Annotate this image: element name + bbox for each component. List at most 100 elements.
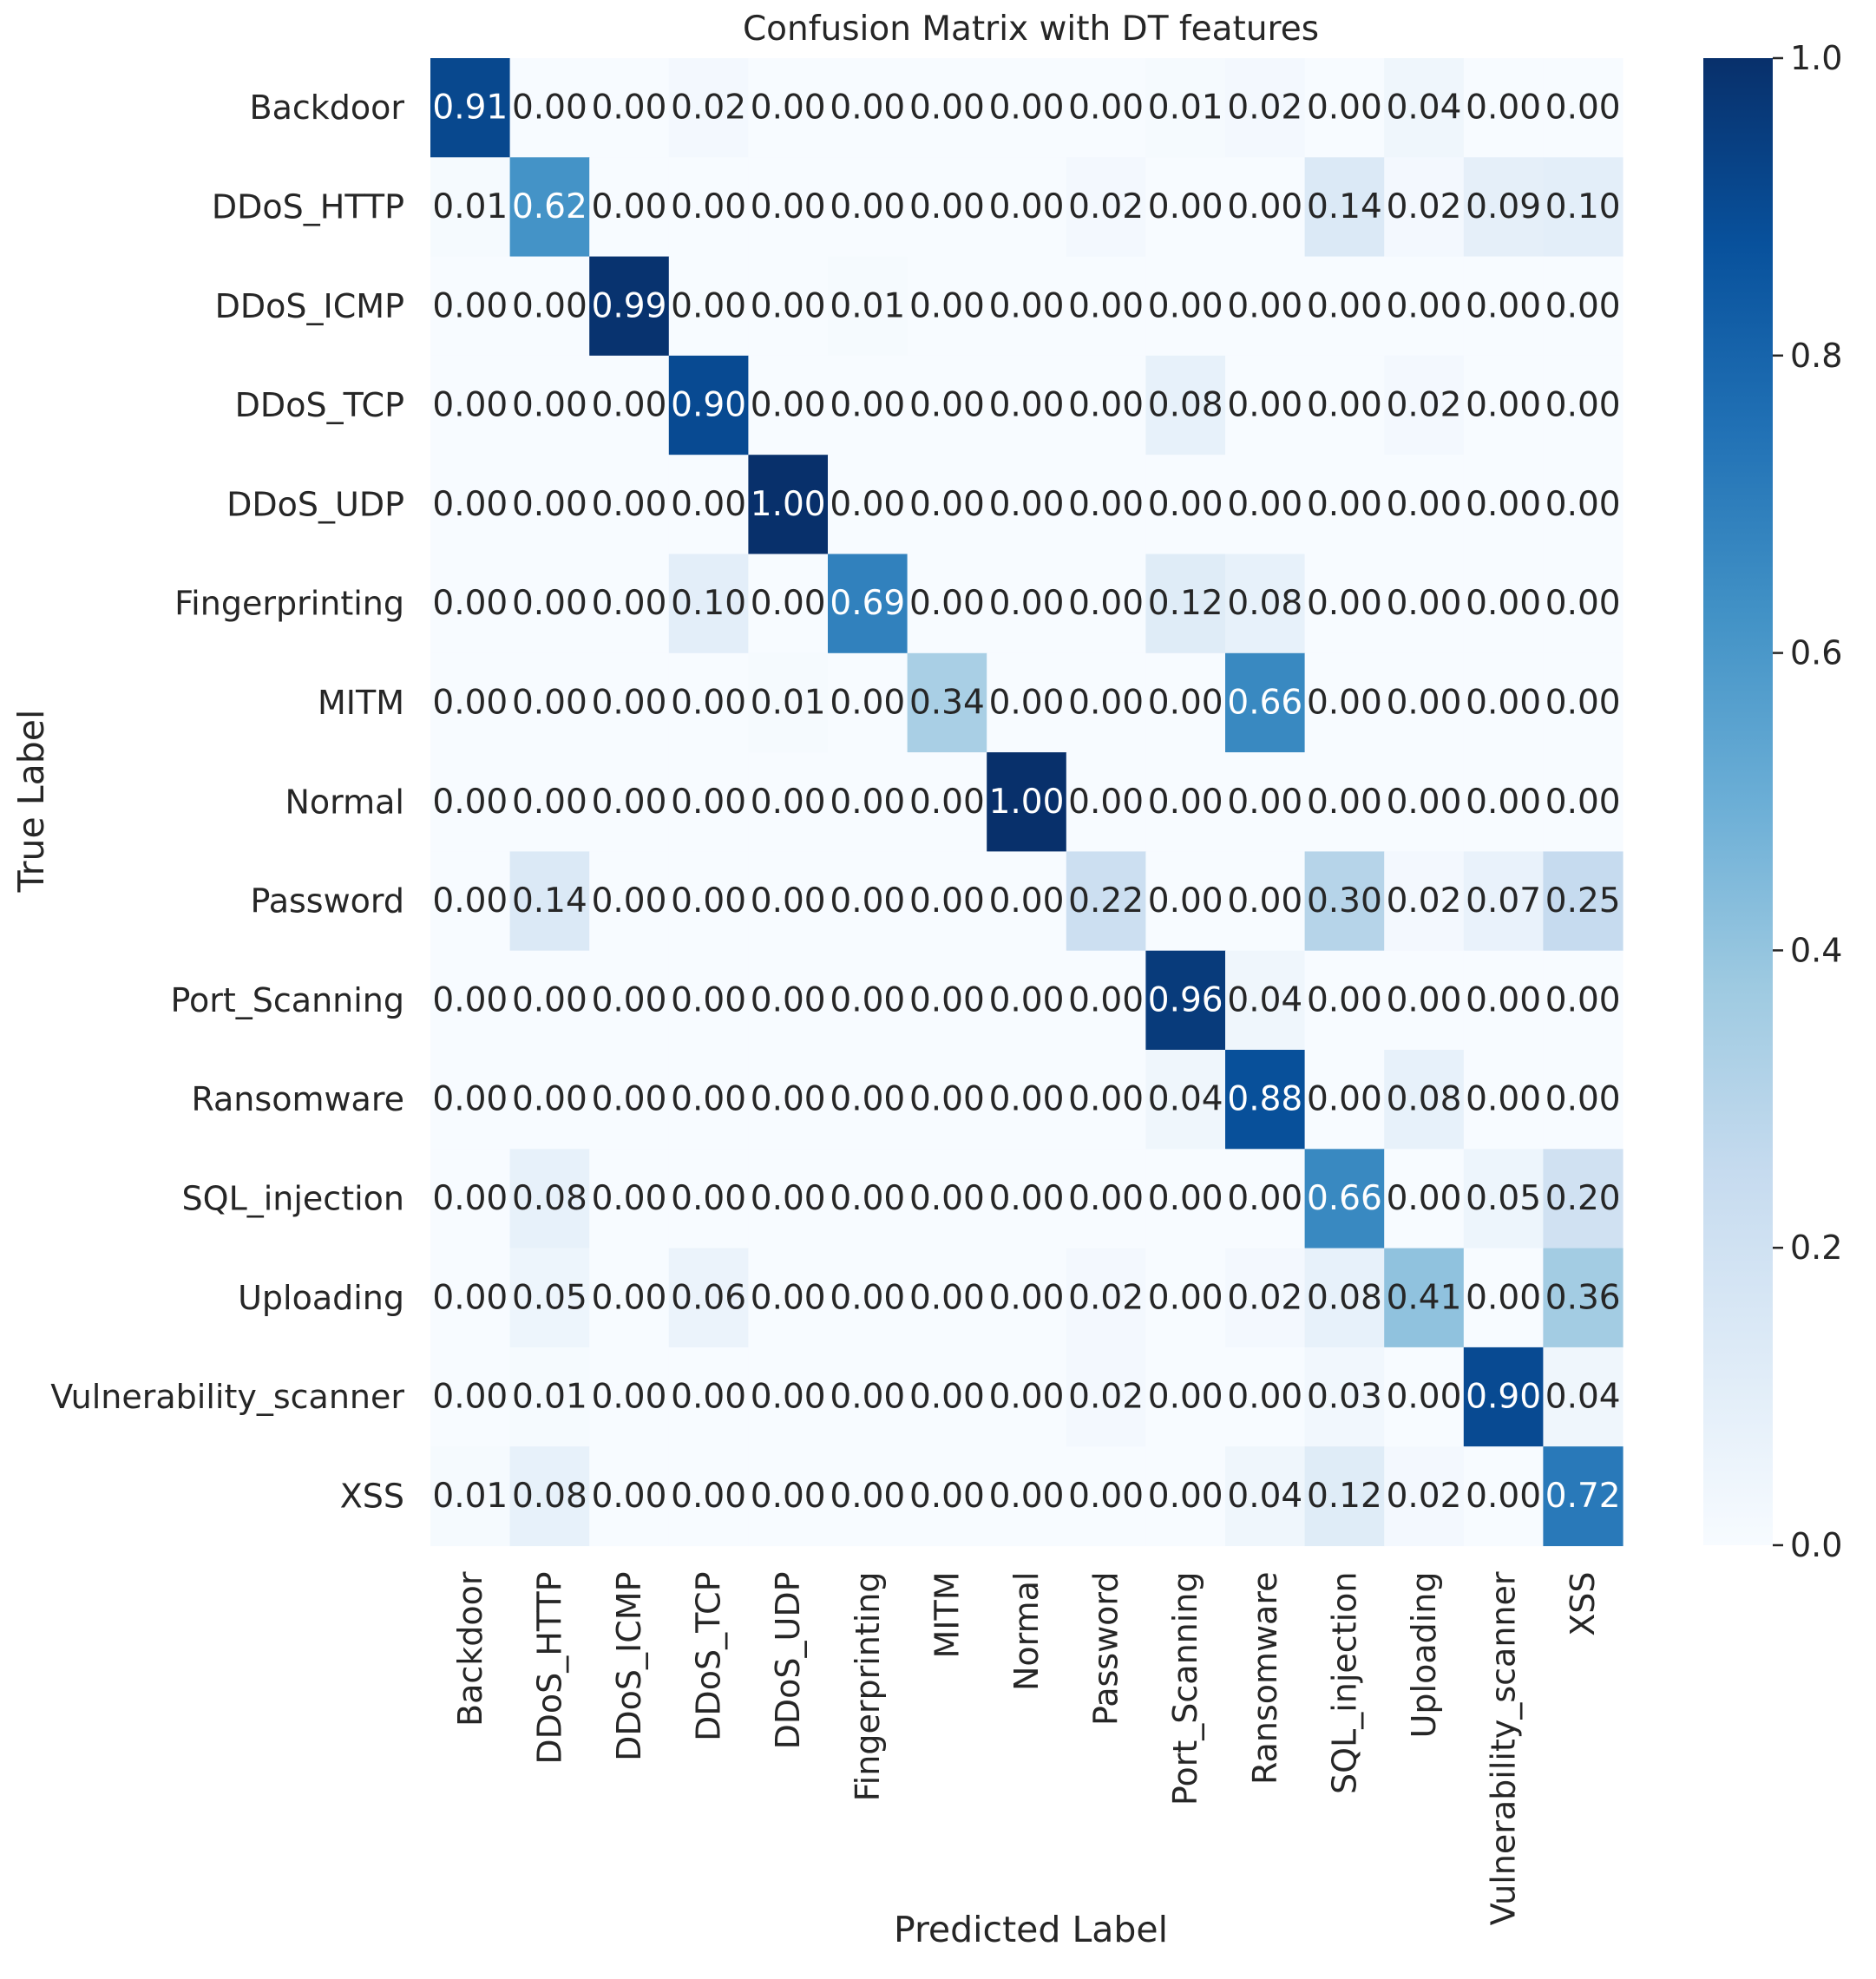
cell-value-label: 0.00 [512, 783, 587, 822]
heatmap-cell [668, 752, 749, 852]
cell-value-label: 0.00 [592, 1378, 667, 1417]
cell-value-label: 0.00 [512, 386, 587, 425]
cell-value-label: 0.90 [1466, 1378, 1541, 1417]
cell-value-label: 0.00 [989, 1179, 1065, 1218]
heatmap-cell [907, 157, 987, 258]
heatmap-cell [509, 355, 590, 455]
cell-value-label: 0.00 [1227, 783, 1302, 822]
heatmap-cell [748, 950, 829, 1051]
cell-value-label: 0.00 [1466, 584, 1541, 623]
heatmap-cell [907, 752, 987, 852]
colorbar-ticks: 0.0 0.2 0.4 0.6 0.8 1.0 [1773, 39, 1842, 1564]
heatmap-cell [1066, 1248, 1146, 1348]
heatmap-cell [430, 752, 511, 852]
heatmap-cell [1145, 58, 1226, 158]
cell-value-label: 0.00 [1466, 1278, 1541, 1317]
heatmap-cell [987, 1149, 1067, 1249]
cell-value-label: 0.02 [1387, 881, 1462, 921]
heatmap-cell [430, 1347, 511, 1447]
cell-value-label: 0.00 [1148, 286, 1223, 325]
heatmap-cell [1225, 157, 1306, 258]
heatmap-cell [987, 355, 1067, 455]
cell-value-label: 0.00 [1466, 485, 1541, 524]
cell-value-label: 0.00 [909, 980, 985, 1019]
cell-value-label: 0.05 [1466, 1179, 1541, 1218]
cell-value-label: 0.36 [1545, 1278, 1621, 1317]
cell-value-label: 0.00 [989, 584, 1065, 623]
heatmap-cell [430, 58, 511, 158]
cell-value-label: 0.00 [432, 1179, 508, 1218]
heatmap-cell [1066, 1149, 1146, 1249]
heatmap-cell [430, 256, 511, 357]
cell-value-label: 0.00 [432, 1278, 508, 1317]
cell-value-label: 0.08 [512, 1179, 587, 1218]
cell-value-label: 0.00 [1387, 286, 1462, 325]
cell-value-label: 0.04 [1545, 1378, 1621, 1417]
cell-value-label: 0.00 [1068, 683, 1144, 722]
heatmap-cell [828, 58, 908, 158]
heatmap-cell [509, 1446, 590, 1547]
heatmap-cell [1145, 554, 1226, 654]
heatmap-cell [1463, 1149, 1544, 1249]
x-tick-label: DDoS_ICMP [610, 1572, 648, 1761]
heatmap-cell [987, 1446, 1067, 1547]
cell-value-label: 0.00 [830, 1477, 905, 1516]
cell-value-label: 0.00 [909, 485, 985, 524]
cell-value-label: 0.00 [1545, 1080, 1621, 1119]
y-tick-label: MITM [318, 684, 404, 722]
cell-value-label: 0.00 [671, 980, 746, 1019]
cell-value-label: 0.00 [1387, 683, 1462, 722]
cell-value-label: 0.00 [751, 1477, 826, 1516]
cell-value-label: 0.06 [671, 1278, 746, 1317]
cell-value-label: 0.00 [830, 683, 905, 722]
heatmap-cell [509, 1050, 590, 1150]
heatmap-cell [589, 355, 670, 455]
heatmap-cell [748, 256, 829, 357]
cell-value-label: 0.00 [830, 1278, 905, 1317]
heatmap-cell [1463, 652, 1544, 753]
cell-value-label: 0.00 [989, 980, 1065, 1019]
cell-value-label: 0.00 [592, 683, 667, 722]
heatmap-cell [509, 157, 590, 258]
y-axis-label: True Label [10, 710, 52, 894]
cell-value-label: 0.00 [671, 286, 746, 325]
heatmap-cell [987, 256, 1067, 357]
cell-value-label: 0.00 [1466, 1477, 1541, 1516]
cell-value-label: 0.00 [1148, 187, 1223, 226]
heatmap-cell [1225, 1149, 1306, 1249]
cell-value-label: 0.00 [1307, 88, 1382, 128]
cell-value-label: 0.00 [1466, 980, 1541, 1019]
heatmap-cell [1543, 455, 1623, 555]
cell-value-label: 0.00 [1466, 386, 1541, 425]
cell-value-label: 0.00 [909, 187, 985, 226]
x-tick-label: DDoS_TCP [690, 1572, 728, 1741]
cell-value-label: 0.08 [1148, 386, 1223, 425]
cell-value-label: 0.00 [751, 980, 826, 1019]
heatmap-cell [589, 1446, 670, 1547]
heatmap-cell [1384, 355, 1465, 455]
cell-value-label: 0.00 [592, 485, 667, 524]
heatmap-cell [1225, 256, 1306, 357]
cell-value-label: 0.00 [671, 783, 746, 822]
heatmap-cell [1225, 1446, 1306, 1547]
cell-value-label: 0.00 [1307, 485, 1382, 524]
colorbar [1703, 58, 1773, 1545]
heatmap-cell [748, 851, 829, 952]
cell-value-label: 0.08 [1307, 1278, 1382, 1317]
x-tick-label: Password [1087, 1572, 1125, 1727]
heatmap-cell [668, 1248, 749, 1348]
cell-value-label: 0.00 [989, 1378, 1065, 1417]
cell-value-label: 0.02 [1387, 386, 1462, 425]
cell-value-label: 0.03 [1307, 1378, 1382, 1417]
heatmap-cell [1225, 1050, 1306, 1150]
cell-value-label: 0.99 [592, 286, 667, 325]
heatmap-cell [1543, 950, 1623, 1051]
heatmap-cell [1463, 1248, 1544, 1348]
heatmap-cell [987, 455, 1067, 555]
heatmap-cell [748, 1446, 829, 1547]
heatmap-cell [668, 851, 749, 952]
cell-value-label: 0.02 [1227, 88, 1302, 128]
cell-value-label: 0.00 [1227, 386, 1302, 425]
heatmap-cell [509, 851, 590, 952]
heatmap-cell [1145, 1050, 1226, 1150]
